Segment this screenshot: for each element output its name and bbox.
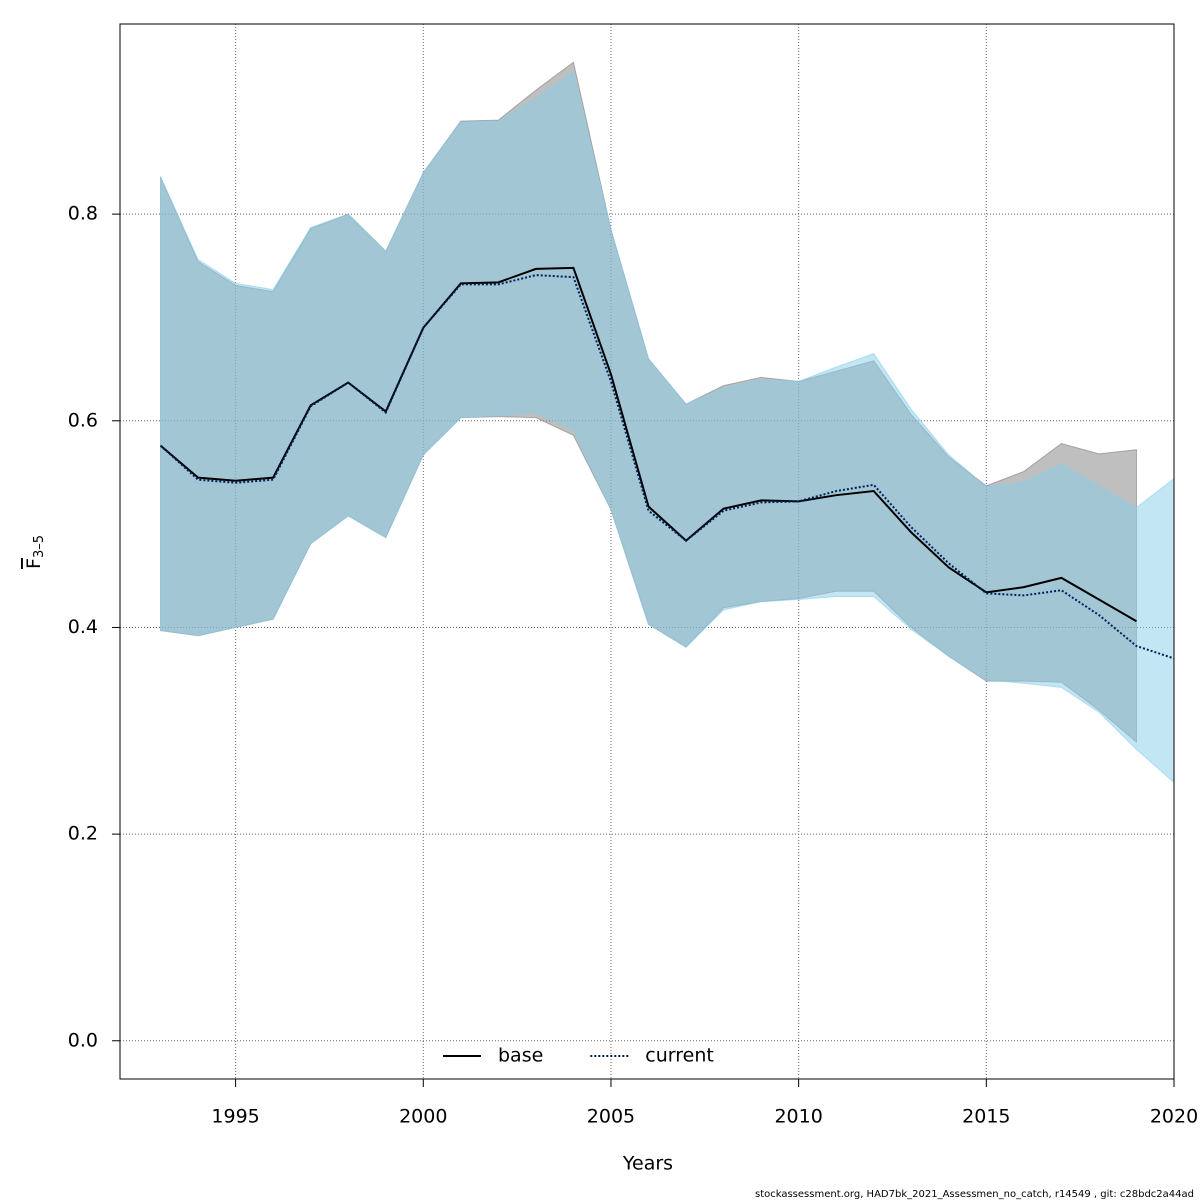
y-tick-label: 0.8 <box>68 203 98 225</box>
legend-label: current <box>645 1045 714 1067</box>
confidence-band <box>160 70 1175 784</box>
x-tick-label: 1995 <box>211 1106 259 1128</box>
x-tick-label: 2005 <box>587 1106 635 1128</box>
footnote: stockassessment.org, HAD7bk_2021_Assessm… <box>755 1189 1194 1200</box>
y-label-sub: 3–5 <box>32 535 47 558</box>
y-tick-label: 0.6 <box>68 409 98 431</box>
x-tick-label: 2015 <box>962 1106 1010 1128</box>
x-tick-label: 2010 <box>774 1106 822 1128</box>
y-tick-label: 0.2 <box>68 823 98 845</box>
x-tick-label: 2020 <box>1150 1106 1198 1128</box>
y-tick-label: 0.4 <box>68 616 98 638</box>
legend-label: base <box>498 1045 543 1067</box>
plot-frame <box>119 23 1175 1080</box>
x-axis-label: Years <box>622 1153 673 1175</box>
y-tick-label: 0.0 <box>68 1029 98 1051</box>
x-tick-label: 2000 <box>399 1106 447 1128</box>
y-axis-label: F3–5 <box>23 535 47 569</box>
y-label-main: F <box>23 558 45 569</box>
